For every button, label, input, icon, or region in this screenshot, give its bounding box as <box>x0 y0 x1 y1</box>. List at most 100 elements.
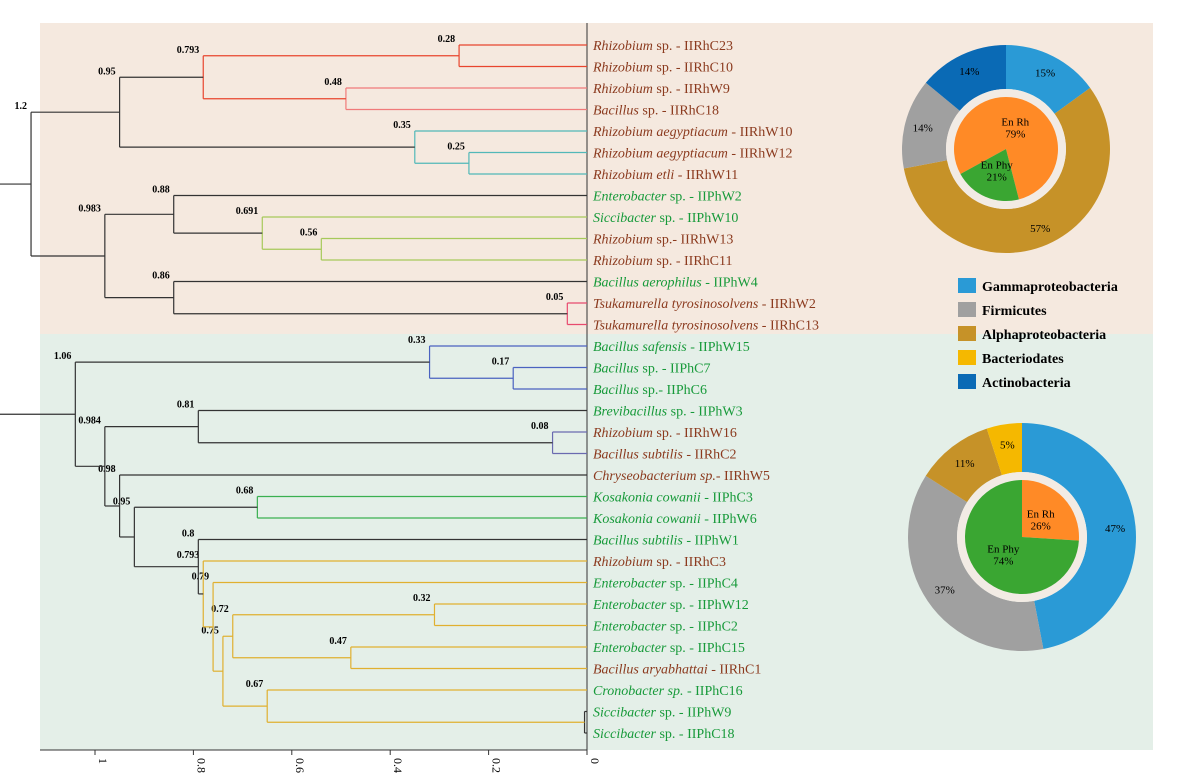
donut-slice <box>986 423 1022 476</box>
donut-slice <box>1022 423 1137 649</box>
legend-label: Alphaproteobacteria <box>982 328 1106 343</box>
leaf-label: Enterobacter sp. - IIPhW2 <box>592 190 742 205</box>
donut-slice-label: 37% <box>935 585 955 597</box>
leaf-strain: - IIRhC13 <box>758 319 819 334</box>
leaf-label: Rhizobium sp. - IIRhW9 <box>592 82 730 97</box>
donut-slice-label: 14% <box>959 66 979 78</box>
leaf-strain: sp. - IIPhW12 <box>666 598 748 613</box>
axis-tick-label: 0.6 <box>293 758 307 773</box>
leaf-taxon: Bacillus <box>593 104 639 119</box>
bootstrap-label: 0.48 <box>324 77 342 88</box>
donut-slice-label: 14% <box>913 123 933 135</box>
leaf-label: Rhizobium sp. - IIRhC23 <box>592 39 733 54</box>
leaf-taxon: Enterobacter <box>592 598 667 613</box>
leaf-strain: sp. - IIPhW3 <box>667 405 742 420</box>
leaf-strain: - IIPhW4 <box>702 276 758 291</box>
donut-slice <box>1006 45 1091 114</box>
inner-pie-label: En Phy <box>981 159 1014 171</box>
bootstrap-label: 0.8 <box>182 529 195 540</box>
leaf-taxon: Brevibacillus <box>593 405 668 420</box>
leaf-strain: - IIRhW2 <box>758 297 816 312</box>
bootstrap-label: 0.17 <box>492 357 510 368</box>
leaf-label: Cronobacter sp. - IIPhC16 <box>593 684 743 699</box>
leaf-strain: - IIRhW10 <box>728 125 793 140</box>
bootstrap-label: 0.05 <box>546 292 564 303</box>
inner-pie-percent: 26% <box>1031 520 1051 532</box>
leaf-taxon: Enterobacter <box>592 620 667 635</box>
inner-pie-percent: 74% <box>993 556 1013 568</box>
leaf-taxon: Siccibacter <box>593 211 657 226</box>
axis-tick-label: 0.4 <box>391 758 405 773</box>
leaf-taxon: Bacillus aerophilus <box>593 276 702 291</box>
leaf-label: Tsukamurella tyrosinosolvens - IIRhC13 <box>593 319 819 334</box>
bootstrap-label: 0.98 <box>98 464 116 475</box>
leaf-strain: - IIRhW12 <box>728 147 793 162</box>
bootstrap-label: 0.79 <box>192 572 210 583</box>
bootstrap-label: 0.33 <box>408 335 426 346</box>
leaf-label: Kosakonia cowanii - IIPhC3 <box>592 491 753 506</box>
bootstrap-label: 0.08 <box>531 421 549 432</box>
leaf-label: Tsukamurella tyrosinosolvens - IIRhW2 <box>593 297 816 312</box>
inner-pie-percent: 21% <box>987 171 1007 183</box>
donut-slice-label: 47% <box>1105 523 1125 535</box>
legend-swatch <box>958 374 976 389</box>
bootstrap-label: 0.86 <box>152 271 170 282</box>
leaf-label: Bacillus safensis - IIPhW15 <box>593 340 750 355</box>
leaf-strain: sp. - IIPhC18 <box>656 727 735 742</box>
leaf-label: Bacillus aryabhattai - IIRhC1 <box>593 663 761 678</box>
leaf-strain: sp. - IIPhC4 <box>666 577 738 592</box>
bootstrap-label: 0.95 <box>113 496 131 507</box>
legend: Gammaproteobacteria Firmicutes Alphaproteo… <box>958 278 1118 391</box>
bootstrap-label: 0.68 <box>236 486 254 497</box>
leaf-strain: sp.- IIPhC6 <box>639 383 707 398</box>
legend-swatch <box>958 278 976 293</box>
bootstrap-label: 0.67 <box>246 679 264 690</box>
leaf-label: Bacillus subtilis - IIRhC2 <box>593 448 737 463</box>
inner-pie-label: En Rh <box>1027 508 1055 520</box>
leaf-strain: sp.- IIRhW13 <box>653 233 734 248</box>
leaf-taxon: Bacillus subtilis <box>593 448 683 463</box>
bootstrap-label: 0.47 <box>329 636 347 647</box>
bootstrap-label: 0.25 <box>447 142 465 153</box>
leaf-strain: sp. - IIRhC23 <box>653 39 733 54</box>
bootstrap-label: 0.35 <box>393 120 411 131</box>
leaf-label: Rhizobium aegyptiacum - IIRhW10 <box>592 125 792 140</box>
inner-pie-label: En Phy <box>987 544 1020 556</box>
leaf-taxon: Bacillus aryabhattai <box>593 663 708 678</box>
axis-tick-label: 1 <box>96 758 110 764</box>
bootstrap-label: 0.32 <box>413 593 431 604</box>
inner-pie-percent: 79% <box>1005 129 1025 141</box>
donut-slice <box>907 475 1044 652</box>
legend-label: Gammaproteobacteria <box>982 280 1118 295</box>
leaf-taxon: Rhizobium <box>592 254 653 269</box>
donut-slice <box>901 82 960 169</box>
leaf-strain: sp. - IIPhC15 <box>666 641 745 656</box>
leaf-strain: sp. - IIRhC11 <box>653 254 733 269</box>
bootstrap-label: 0.691 <box>236 206 259 217</box>
dendrogram: 0.28 0.48 0.793 0.25 0.35 0.95 0.56 0.691 0.88 0.… <box>0 23 588 750</box>
donut-slice-label: 57% <box>1030 223 1050 235</box>
bootstrap-label: 0.81 <box>177 400 195 411</box>
leaf-taxon: Chryseobacterium sp. <box>593 469 716 484</box>
inner-pie-slice <box>960 149 1019 201</box>
leaf-label: Brevibacillus sp. - IIPhW3 <box>593 405 743 420</box>
donut-slice <box>925 45 1006 111</box>
leaf-taxon: Siccibacter <box>593 706 657 721</box>
leaf-strain: - IIPhC16 <box>683 684 742 699</box>
leaf-taxon: Bacillus safensis <box>593 340 687 355</box>
leaf-strain: sp. - IIRhW16 <box>653 426 737 441</box>
leaf-strain: sp. - IIPhW2 <box>666 190 741 205</box>
leaf-label: Rhizobium etli - IIRhW11 <box>592 168 738 183</box>
leaf-label: Siccibacter sp. - IIPhW10 <box>593 211 738 226</box>
leaf-strain: sp. - IIRhW9 <box>653 82 730 97</box>
inner-pie-slice <box>1022 480 1079 541</box>
bootstrap-label: 0.984 <box>78 416 101 427</box>
leaf-taxon: Enterobacter <box>592 641 667 656</box>
leaf-taxon: Rhizobium <box>592 426 653 441</box>
legend-swatch <box>958 326 976 341</box>
leaf-taxon: Enterobacter <box>592 190 667 205</box>
leaf-taxon: Rhizobium <box>592 233 653 248</box>
leaf-strain: - IIRhW11 <box>674 168 738 183</box>
legend-swatch <box>958 302 976 317</box>
